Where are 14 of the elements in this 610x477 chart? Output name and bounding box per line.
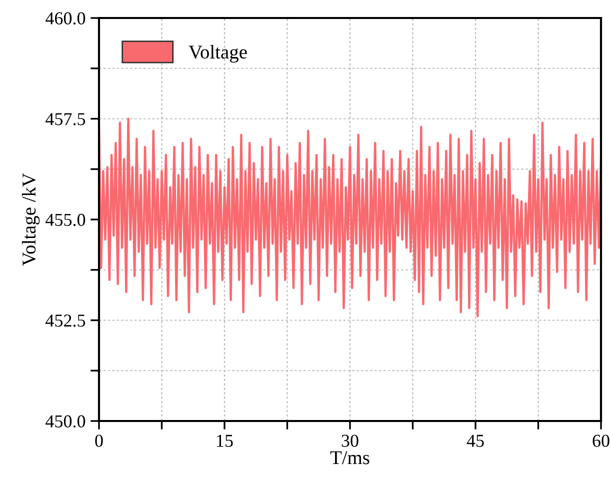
y-tick-label: 455.0 <box>46 214 86 226</box>
x-tick-label: 30 <box>342 434 358 447</box>
y-tick-label: 457.5 <box>46 113 86 126</box>
x-axis-title: T/ms <box>330 451 370 464</box>
x-tick-label: 60 <box>592 434 610 447</box>
y-axis-title: Voltage /kV <box>22 173 40 266</box>
x-tick-label: 45 <box>466 434 484 447</box>
y-tick-label: 460.0 <box>46 12 86 25</box>
y-tick-label: 452.5 <box>46 314 86 327</box>
x-tick-label: 15 <box>217 434 233 447</box>
y-tick-label: 450.0 <box>46 415 86 428</box>
line-series <box>99 118 601 318</box>
legend-label: Voltage <box>188 44 247 63</box>
x-tick-label: 0 <box>95 434 103 447</box>
